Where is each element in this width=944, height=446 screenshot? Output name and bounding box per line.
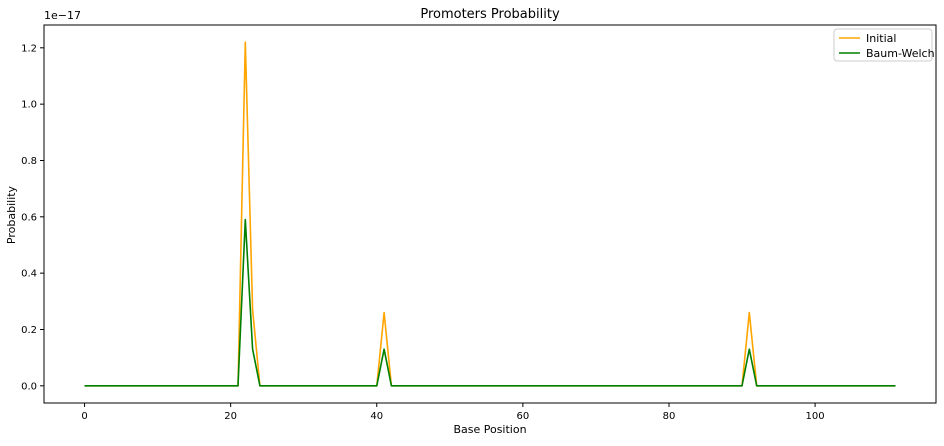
- y-tick-label: 0.6: [21, 212, 37, 223]
- y-tick-label: 0.8: [21, 156, 37, 167]
- plot-frame: [43, 24, 937, 404]
- series-line-baum-welch: [84, 218, 896, 387]
- ticks-layer: 0 20 40 60 80 100 0.0 0.2 0.4 0.6 0.8 1.0 1.2: [21, 43, 825, 422]
- y-tick-label: 0.0: [21, 381, 37, 392]
- chart-title: Promoters Probability: [420, 7, 560, 22]
- y-tick-label: 0.4: [21, 269, 37, 280]
- y-tick-label: 0.2: [21, 325, 37, 336]
- y-tick-label: 1.2: [21, 43, 37, 54]
- series-line-initial: [84, 41, 896, 387]
- series-layer: [84, 41, 896, 387]
- x-tick-label: 60: [517, 411, 530, 422]
- x-tick-label: 20: [224, 411, 237, 422]
- x-tick-label: 0: [81, 411, 87, 422]
- legend-label-baum-welch: Baum-Welch: [866, 47, 935, 60]
- x-axis-label: Base Position: [453, 423, 526, 436]
- legend: Initial Baum-Welch: [833, 28, 935, 62]
- y-tick-label: 1.0: [21, 100, 37, 111]
- x-tick-label: 100: [806, 411, 825, 422]
- x-tick-label: 40: [370, 411, 383, 422]
- y-axis-label: Probability: [5, 185, 18, 244]
- x-tick-label: 80: [663, 411, 676, 422]
- y-axis-offset-text: 1e−17: [44, 9, 81, 22]
- legend-label-initial: Initial: [866, 32, 896, 45]
